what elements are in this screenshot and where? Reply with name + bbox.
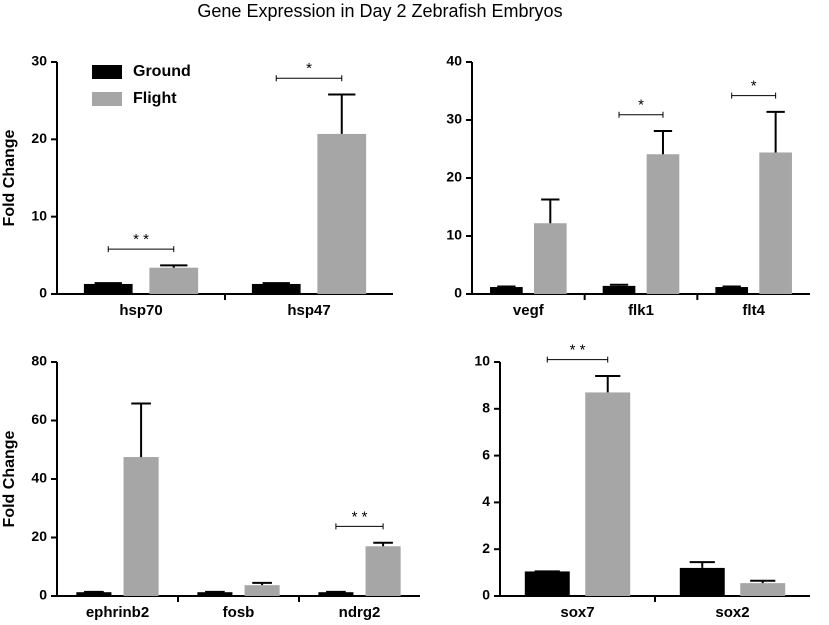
significance-bracket [546,356,609,363]
bar [524,571,570,596]
bar [83,283,133,294]
legend-swatch [92,65,122,79]
error-bar [750,579,776,584]
error-bar [609,283,629,286]
significance-label: * [306,60,312,77]
bar [123,457,159,596]
error-bar [252,581,272,586]
x-tick-label: sox2 [715,604,749,621]
error-bar [131,402,151,458]
y-axis-label: Fold Change [1,129,18,226]
bar [585,392,631,596]
significance-label: * [638,97,644,114]
subplot: 0 10 20 30 40 vegf flk1 * flt4 * [446,53,810,319]
legend-swatch [92,92,122,106]
bar [149,267,199,294]
x-tick-label: ephrinb2 [86,604,149,621]
significance-bracket [731,92,777,99]
significance-label: * * [133,231,149,248]
significance-bracket [107,246,175,253]
y-tick-label: 30 [446,111,462,127]
significance-label: * [751,78,757,95]
bar [317,133,367,294]
bar [251,283,301,294]
x-tick-label: flt4 [742,302,765,319]
error-bar [595,375,621,393]
y-tick-label: 80 [31,353,47,369]
y-tick-label: 4 [482,493,490,509]
x-tick-label: hsp47 [287,302,330,319]
y-tick-label: 0 [39,587,47,603]
y-tick-label: 40 [31,470,47,486]
bar [244,585,280,596]
y-tick-label: 40 [446,53,462,69]
x-tick-label: sox7 [560,604,594,621]
y-tick-label: 10 [446,227,462,243]
bar [679,567,725,596]
y-tick-label: 20 [31,130,47,146]
subplot: 0 10 20 30 Fold Change hsp70 * * hsp47 * Ground Fl… [1,53,393,319]
bar [318,592,354,596]
error-bar [766,110,785,153]
y-tick-label: 10 [31,207,47,223]
y-tick-label: 10 [474,353,490,369]
error-bar [722,285,741,288]
y-tick-label: 0 [454,285,462,301]
y-tick-label: 6 [482,446,490,462]
error-bar [689,561,715,568]
x-tick-label: vegf [513,302,545,319]
y-axis-label: Fold Change [1,430,18,527]
y-tick-label: 30 [31,53,47,69]
bar [533,223,567,294]
y-tick-label: 20 [446,169,462,185]
y-tick-label: 0 [482,587,490,603]
bar [197,592,233,596]
error-bar [653,130,673,155]
bar [76,592,112,596]
y-tick-label: 8 [482,400,490,416]
legend-label: Ground [133,63,191,80]
error-bar [497,285,516,288]
bar [740,583,786,596]
significance-bracket [618,111,664,118]
x-tick-label: ndrg2 [339,604,381,621]
bar [759,152,792,294]
subplot: 0 20 40 60 80 Fold Change ephrinb2 fosb ndrg2 * * [1,353,420,621]
error-bar [541,198,560,224]
bar [646,154,680,294]
legend-label: Flight [133,90,177,107]
significance-bracket [275,75,343,82]
bar [365,546,401,596]
error-bar [262,282,290,285]
y-tick-label: 0 [39,285,47,301]
error-bar [160,264,188,268]
significance-label: * * [352,508,368,525]
significance-label: * * [570,342,586,359]
x-tick-label: fosb [223,604,255,621]
figure-title: Gene Expression in Day 2 Zebrafish Embry… [197,1,562,21]
x-tick-label: hsp70 [119,302,162,319]
error-bar [373,541,393,547]
y-tick-label: 20 [31,528,47,544]
bar [715,287,749,294]
subplot: 0 2 4 6 8 10 sox7 * * sox2 [474,342,810,621]
significance-bracket [335,523,384,530]
y-tick-label: 2 [482,540,490,556]
x-tick-label: flk1 [628,302,654,319]
y-tick-label: 60 [31,411,47,427]
bar [490,287,523,294]
error-bar [94,282,122,285]
bar [602,285,636,294]
error-bar [328,93,356,134]
